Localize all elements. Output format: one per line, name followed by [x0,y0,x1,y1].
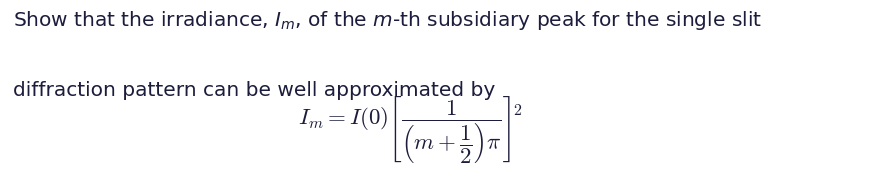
Text: diffraction pattern can be well approximated by: diffraction pattern can be well approxim… [13,81,496,100]
Text: Show that the irradiance, $I_m$, of the $m$-th subsidiary peak for the single sl: Show that the irradiance, $I_m$, of the … [13,9,762,33]
Text: $I_m = I(0)\left[\dfrac{1}{\left(m+\dfrac{1}{2}\right)\pi}\right]^{\!2}$: $I_m = I(0)\left[\dfrac{1}{\left(m+\dfra… [298,95,524,166]
